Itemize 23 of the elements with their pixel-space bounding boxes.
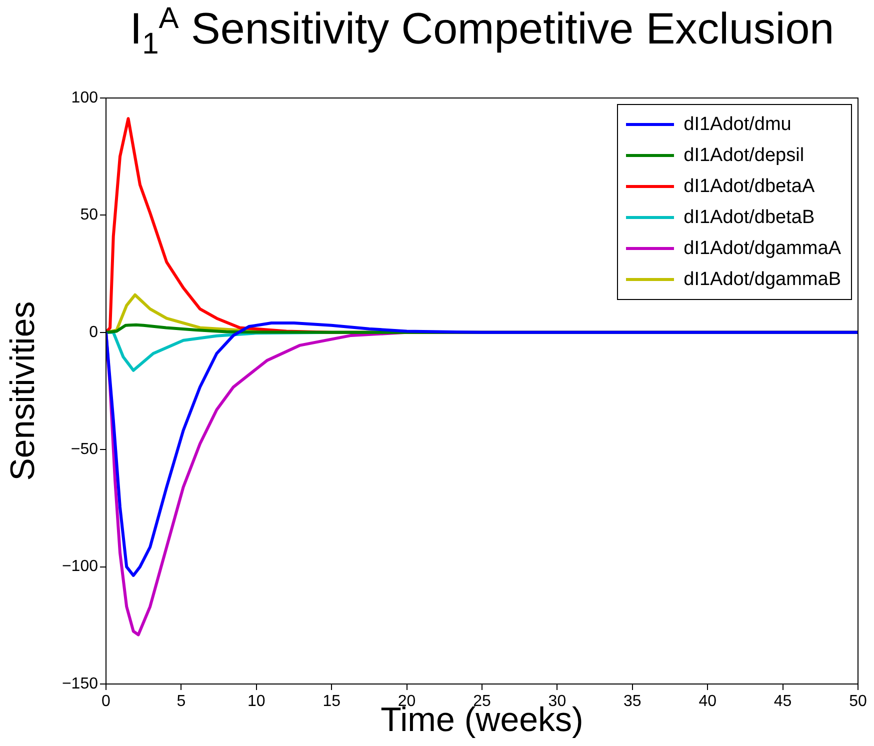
legend-label: dI1Adot/dbetaA bbox=[684, 176, 815, 198]
y-tick-label: 50 bbox=[80, 206, 98, 224]
y-axis-title: Sensitivities bbox=[4, 301, 42, 481]
x-tick-label: 40 bbox=[698, 693, 717, 710]
chart-title: I$_{1}$$^{A}$ Sensitivity Competitive Exclusion bbox=[128, 2, 836, 62]
y-tick-label: 0 bbox=[89, 324, 98, 341]
y-tick-label: −100 bbox=[62, 558, 98, 576]
x-tick-label: 5 bbox=[176, 693, 186, 710]
x-tick-label: 10 bbox=[248, 693, 266, 710]
legend-label: dI1Adot/dbetaB bbox=[684, 206, 815, 228]
x-tick-label: 45 bbox=[774, 693, 792, 710]
x-tick-label: 0 bbox=[102, 693, 111, 710]
x-tick-label: 15 bbox=[322, 693, 341, 710]
y-tick-label: −150 bbox=[62, 675, 98, 692]
x-tick-label: 30 bbox=[548, 693, 566, 710]
y-tick-label: −50 bbox=[70, 441, 98, 458]
legend-label: dI1Adot/dgammaB bbox=[684, 268, 841, 290]
x-tick-label: 35 bbox=[624, 693, 642, 710]
x-tick-label: 50 bbox=[849, 693, 867, 710]
y-tick-label: 100 bbox=[71, 89, 98, 106]
legend-label: dI1Adot/dgammaA bbox=[684, 238, 841, 260]
legend-label: dI1Adot/dmu bbox=[684, 114, 792, 136]
legend-label: dI1Adot/depsil bbox=[684, 144, 804, 166]
